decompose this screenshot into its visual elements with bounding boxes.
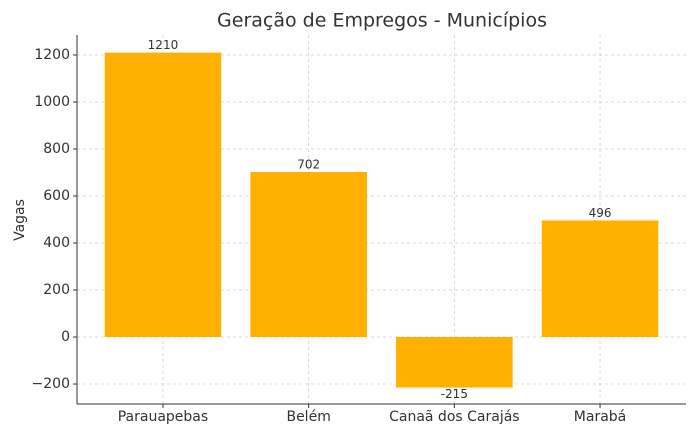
value-label: 1210 — [148, 38, 179, 52]
x-tick-label: Parauapebas — [118, 409, 208, 425]
y-tick-label: 600 — [43, 188, 70, 204]
y-tick-label: 0 — [61, 329, 70, 345]
value-label: 702 — [297, 158, 320, 172]
y-axis-label: Vagas — [12, 199, 28, 241]
value-label: -215 — [441, 387, 468, 401]
y-tick-label: 1000 — [34, 94, 70, 110]
y-tick-label: 1200 — [34, 47, 70, 63]
y-tick-label: 800 — [43, 141, 70, 157]
bar — [396, 337, 513, 388]
bar — [541, 220, 659, 338]
x-tick-label: Marabá — [574, 409, 626, 425]
y-tick-label: 400 — [43, 235, 70, 251]
chart-title: Geração de Empregos - Municípios — [217, 10, 547, 32]
bar — [104, 52, 222, 338]
x-tick-label: Canaã dos Carajás — [389, 409, 519, 425]
value-label: 496 — [589, 206, 612, 220]
bar — [250, 172, 367, 338]
x-tick-label: Belém — [286, 409, 330, 425]
y-tick-label: 200 — [43, 282, 70, 298]
y-tick-label: −200 — [32, 376, 70, 392]
